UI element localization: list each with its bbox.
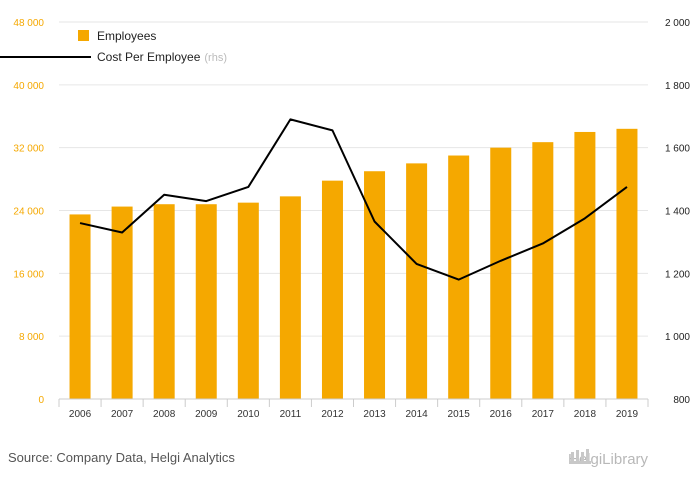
right-tick-label: 1 000	[665, 332, 690, 343]
x-tick-label: 2014	[405, 409, 428, 420]
left-tick-label: 0	[38, 395, 44, 406]
bar-employees	[111, 206, 133, 399]
x-tick-label: 2018	[574, 409, 597, 420]
bar-employees	[532, 142, 554, 399]
x-tick-label: 2006	[69, 409, 92, 420]
x-tick-label: 2016	[490, 409, 513, 420]
left-tick-label: 32 000	[13, 144, 44, 155]
line-layer	[79, 118, 628, 281]
x-tick-label: 2015	[448, 409, 471, 420]
left-tick-label: 8 000	[19, 332, 44, 343]
right-tick-label: 1 400	[665, 207, 690, 218]
legend-label-cost-per-employee: Cost Per Employee (rhs)	[97, 50, 227, 64]
x-tick-label: 2010	[237, 409, 260, 420]
left-tick-label: 48 000	[13, 18, 44, 29]
legend-label-employees: Employees	[97, 29, 156, 43]
left-tick-label: 40 000	[13, 81, 44, 92]
grid-layer	[59, 21, 648, 337]
bar-employees	[406, 163, 428, 399]
axis-layer: 0 8 000 16 000 24 000 32 000 40 000 48 000 800 1…	[13, 18, 690, 420]
right-tick-label: 1 800	[665, 81, 690, 92]
right-tick-label: 1 600	[665, 144, 690, 155]
bars-layer	[69, 128, 638, 400]
left-tick-label: 16 000	[13, 269, 44, 280]
right-tick-label: 1 200	[665, 269, 690, 280]
bar-employees	[321, 180, 343, 399]
x-tick-label: 2019	[616, 409, 639, 420]
x-tick-label: 2013	[363, 409, 386, 420]
x-tick-label: 2017	[532, 409, 555, 420]
bar-employees	[195, 204, 217, 399]
source-note: Source: Company Data, Helgi Analytics	[8, 450, 235, 465]
legend-swatch-employees	[78, 30, 89, 41]
bar-employees	[574, 131, 596, 400]
x-tick-label: 2008	[153, 409, 176, 420]
bar-employees	[69, 214, 91, 399]
library-icon	[569, 449, 591, 464]
x-tick-label: 2007	[111, 409, 134, 420]
legend: Employees Cost Per Employee (rhs)	[0, 29, 227, 64]
x-tick-label: 2012	[321, 409, 344, 420]
right-tick-label: 2 000	[665, 18, 690, 29]
x-tick-label: 2011	[280, 409, 302, 420]
left-tick-label: 24 000	[13, 207, 44, 218]
brand-logo[interactable]: HelgiLibrary	[568, 446, 648, 472]
x-tick-label: 2009	[195, 409, 218, 420]
line-cost-per-employee	[79, 118, 628, 281]
bar-employees	[279, 196, 301, 399]
bar-employees	[490, 147, 512, 399]
bar-employees	[153, 204, 175, 399]
right-tick-label: 800	[673, 395, 690, 406]
bar-employees	[616, 128, 638, 400]
bar-employees	[448, 155, 470, 399]
bar-employees	[237, 202, 259, 399]
chart: 0 8 000 16 000 24 000 32 000 40 000 48 000 800 1…	[0, 18, 690, 420]
